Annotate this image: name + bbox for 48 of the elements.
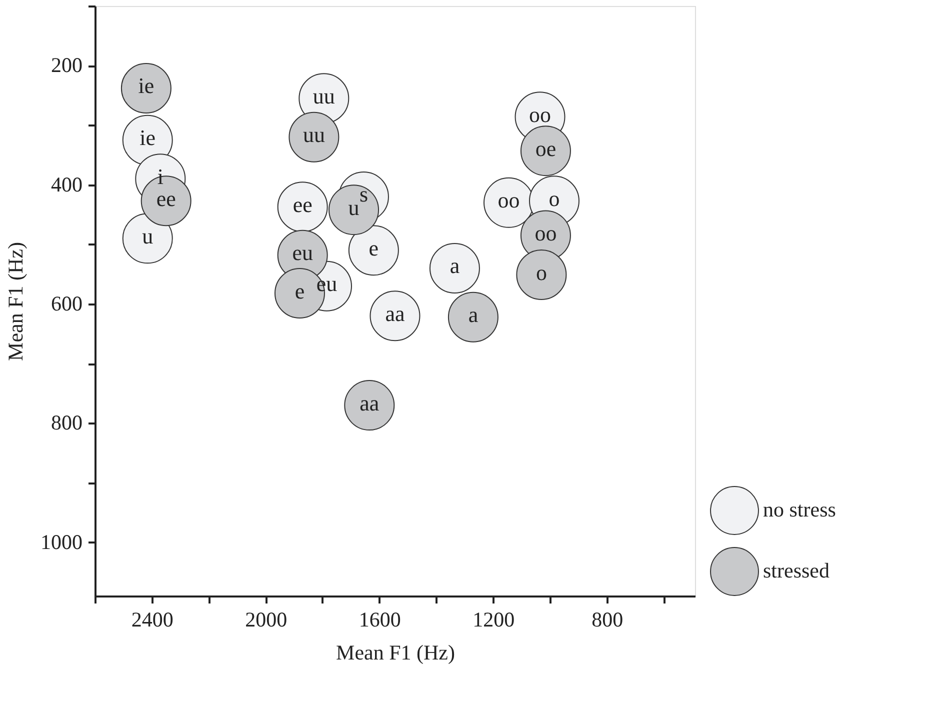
annotation: uu bbox=[302, 122, 325, 148]
x-tick-label: 1600 bbox=[358, 608, 401, 632]
y-axis-title: Mean F1 (Hz) bbox=[4, 242, 28, 361]
legend-label: stressed bbox=[763, 558, 830, 582]
annotation: ie bbox=[138, 73, 154, 98]
annotation: e bbox=[368, 235, 379, 260]
x-tick-label: 2000 bbox=[245, 608, 288, 632]
annotation: aa bbox=[360, 390, 380, 416]
annotation: oo bbox=[498, 188, 520, 213]
annotation: oo bbox=[529, 102, 552, 127]
point bbox=[288, 112, 340, 162]
annotation: o bbox=[536, 260, 547, 285]
y-tick-label: 200 bbox=[51, 53, 82, 78]
annotation: oo bbox=[534, 220, 557, 246]
x-axis-title: Mean F1 (Hz) bbox=[336, 640, 455, 664]
annotation: eu bbox=[292, 240, 313, 266]
point bbox=[483, 177, 534, 228]
point bbox=[520, 126, 571, 176]
annotation: oe bbox=[535, 136, 556, 161]
annotation: aa bbox=[385, 300, 405, 326]
annotation: ee bbox=[156, 186, 176, 211]
x-tick-label: 800 bbox=[592, 608, 624, 632]
annotation: e bbox=[294, 278, 305, 304]
legend-label: no stress bbox=[763, 498, 836, 522]
annotation: ie bbox=[140, 125, 156, 150]
y-tick-label: 800 bbox=[51, 410, 82, 435]
point bbox=[328, 184, 380, 236]
point bbox=[348, 225, 399, 276]
point bbox=[277, 182, 328, 232]
point bbox=[516, 250, 567, 300]
annotation: a bbox=[450, 253, 460, 278]
point bbox=[120, 63, 172, 114]
y-tick-label: 600 bbox=[51, 291, 82, 316]
x-tick-label: 2400 bbox=[131, 608, 174, 632]
point bbox=[448, 292, 498, 342]
annotation: s bbox=[359, 182, 368, 207]
y-tick-label: 1000 bbox=[40, 530, 82, 554]
point bbox=[370, 290, 420, 342]
annotation: o bbox=[548, 186, 560, 211]
annotation: uu bbox=[312, 83, 335, 108]
point bbox=[344, 380, 395, 430]
annotation: u bbox=[142, 223, 154, 248]
annotation: ee bbox=[292, 192, 312, 217]
y-tick-label: 400 bbox=[51, 172, 82, 196]
x-tick-label: 1200 bbox=[472, 608, 515, 632]
annotation: u bbox=[348, 194, 360, 220]
annotation: a bbox=[468, 302, 478, 328]
point bbox=[429, 243, 480, 294]
